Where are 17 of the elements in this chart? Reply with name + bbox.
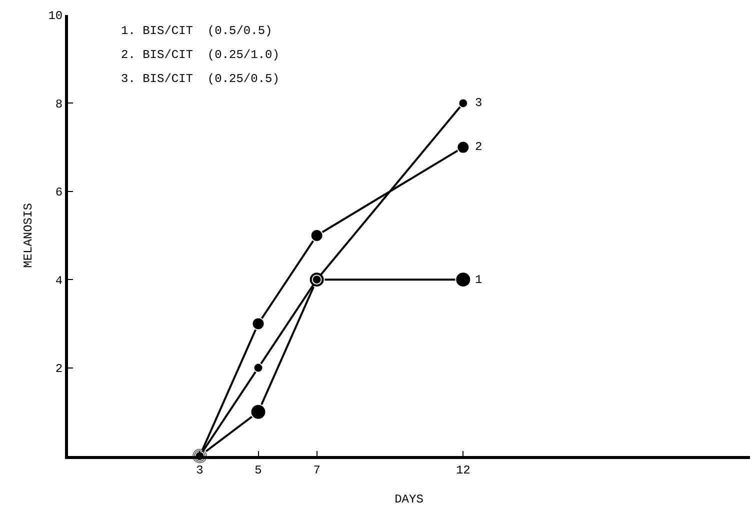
x-tick-label: 7 [313,463,320,478]
x-tick-label: 5 [254,463,262,478]
x-axis-title: DAYS [394,492,424,506]
y-tick-label: 8 [55,97,63,112]
y-axis-title: MELANOSIS [21,203,36,268]
y-tick-label: 4 [55,274,63,288]
annotation: 2. BIS/CIT (0.25/1.0) [121,48,280,62]
series-label: 3 [475,96,482,110]
y-tick-label: 6 [55,186,63,200]
x-tick-label: 12 [456,463,470,478]
series-label: 1 [475,273,482,287]
series-label: 2 [475,140,482,154]
y-tick-label: 10 [48,9,63,24]
annotation: 3. BIS/CIT (0.25/0.5) [121,72,280,86]
annotation: 1. BIS/CIT (0.5/0.5) [121,24,272,38]
y-tick-label: 2 [55,362,63,376]
x-tick-label: 3 [196,463,204,478]
